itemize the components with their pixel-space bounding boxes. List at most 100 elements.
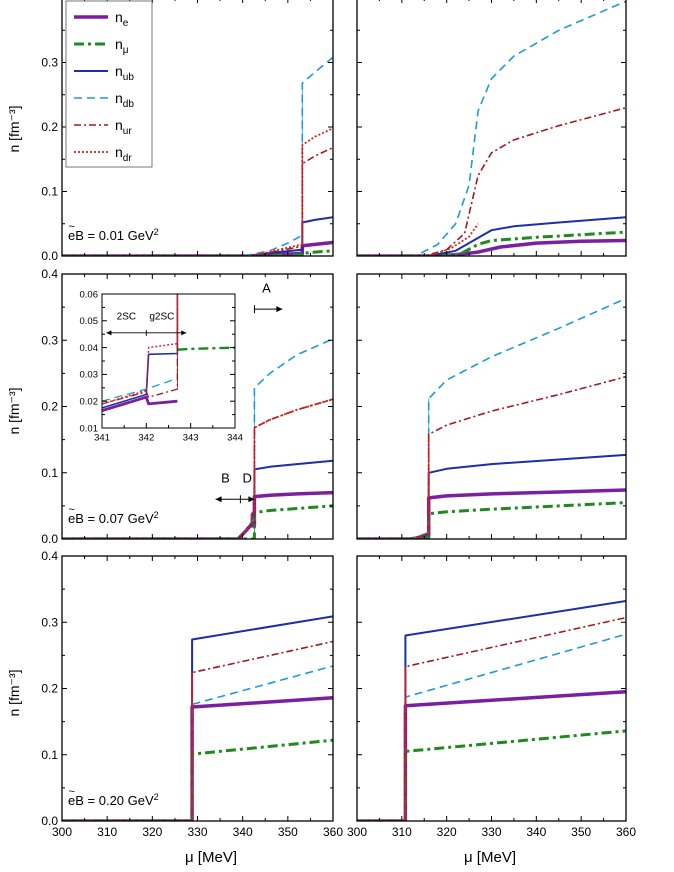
legend-box xyxy=(65,0,153,168)
y-tick-label: 0.05 xyxy=(80,316,99,327)
inset-label-2sc: 2SC xyxy=(117,311,136,322)
legend-subscript: μ xyxy=(123,45,129,56)
annotation-e: e xyxy=(68,793,75,808)
legend-label-ub: nub xyxy=(115,63,134,83)
x-tick-label: 320 xyxy=(142,825,162,839)
legend-subscript: e xyxy=(123,18,129,29)
y-tick-label: 0.0 xyxy=(41,249,58,263)
legend-main: n xyxy=(115,144,123,160)
series-line-db xyxy=(357,0,626,256)
series-line-dr xyxy=(62,127,333,256)
panel-left-mid-inset: 0.01 0.02 0.03 0.04 0.05 0.06 341 342 343 344 xyxy=(80,289,243,443)
x-tick-label: 343 xyxy=(183,433,199,444)
annotation-main: B = 0.07 GeV xyxy=(75,511,154,526)
panel-right-mid xyxy=(356,273,627,540)
inset-arrow-right-head xyxy=(181,330,187,336)
marker-B: B xyxy=(221,471,230,486)
series-group xyxy=(102,294,235,412)
plot-background xyxy=(102,294,235,428)
panel-right-top xyxy=(356,0,627,257)
legend-label-db: ndb xyxy=(115,90,134,110)
y-tick-label: 0.2 xyxy=(41,400,58,414)
x-tick-label: 310 xyxy=(97,825,117,839)
legend-subscript: ur xyxy=(123,126,133,137)
y-tick-label: 0.1 xyxy=(41,185,58,199)
tilde-mark: ~ xyxy=(69,786,75,798)
x-tick-label: 341 xyxy=(94,433,110,444)
y-tick-label: 0.0 xyxy=(41,532,58,546)
inset-label-g2sc: g2SC xyxy=(149,311,174,322)
y-tick-label: 0.01 xyxy=(80,423,99,434)
legend-main: n xyxy=(115,36,123,52)
x-tick-label: 310 xyxy=(392,825,412,839)
series-group xyxy=(357,600,626,821)
y-tick-label: 0.3 xyxy=(41,56,58,70)
x-tick-label: 350 xyxy=(571,825,591,839)
y-axis-label-bottom: n [fm⁻³] xyxy=(6,669,22,716)
phase-markers: A B D xyxy=(215,281,283,504)
legend-subscript: ub xyxy=(123,72,135,83)
field-strength-annotation: eB = 0.07 GeV2 xyxy=(68,510,159,526)
x-tick-label: 360 xyxy=(616,825,636,839)
series-line-mu xyxy=(177,346,235,351)
plot-background xyxy=(357,556,626,821)
y-tick-label: 0.06 xyxy=(80,289,99,300)
y-tick-label: 0.4 xyxy=(41,549,58,563)
plot-background xyxy=(357,274,626,539)
marker-A-head xyxy=(276,306,283,313)
y-tick-label: 0.4 xyxy=(41,267,58,281)
x-tick-label: 342 xyxy=(138,433,154,444)
y-tick-label: 0.3 xyxy=(41,615,58,629)
annotation-superscript: 2 xyxy=(154,510,159,520)
annotation-main: B = 0.20 GeV xyxy=(75,793,154,808)
x-tick-label: 300 xyxy=(52,825,72,839)
annotation-e: e xyxy=(68,228,75,243)
y-tick-label: 0.2 xyxy=(41,682,58,696)
annotation-superscript: 2 xyxy=(154,792,159,802)
marker-A: A xyxy=(262,281,271,296)
field-strength-annotation: eB = 0.01 GeV2 xyxy=(68,227,159,243)
series-line-ur xyxy=(62,640,333,821)
y-tick-label: 0.04 xyxy=(80,343,99,354)
annotation-main: B = 0.01 GeV xyxy=(75,228,154,243)
panel-right-bottom: 300 310 320 330 340 350 360 xyxy=(347,555,636,839)
series-group xyxy=(62,56,333,256)
field-strength-annotation: eB = 0.20 GeV2 xyxy=(68,792,159,808)
y-axis-label-mid: n [fm⁻³] xyxy=(6,387,22,434)
plot-panels: 0.00.10.20.3eB = 0.01 GeV2~0.00.10.20.30… xyxy=(41,0,636,839)
y-tick-label: 0.3 xyxy=(41,333,58,347)
x-tick-label: 350 xyxy=(278,825,298,839)
marker-D: D xyxy=(242,471,251,486)
y-tick-label: 0.2 xyxy=(41,120,58,134)
y-axis-label-top: n [fm⁻³] xyxy=(6,105,22,152)
series-line-ur xyxy=(102,294,179,405)
y-tick-label: 0.02 xyxy=(80,397,99,408)
legend-label-dr: ndr xyxy=(115,144,132,164)
series-group xyxy=(62,615,333,821)
panel-left-bottom: 0.0 0.1 0.2 0.3 0.4 300 310 320 330 340 350 360 eB =… xyxy=(41,549,343,839)
series-line-ub xyxy=(62,216,333,256)
x-axis-label-right: μ [MeV] xyxy=(464,849,516,866)
x-tick-label: 360 xyxy=(323,825,343,839)
x-tick-label: 340 xyxy=(526,825,546,839)
legend-subscript: dr xyxy=(123,153,133,164)
series-line-ur xyxy=(357,106,626,256)
tilde-mark: ~ xyxy=(69,504,75,516)
x-tick-label: 330 xyxy=(187,825,207,839)
legend-main: n xyxy=(115,117,123,133)
y-tick-label: 0.03 xyxy=(80,370,99,381)
plot-background xyxy=(62,556,333,821)
x-tick-label: 330 xyxy=(481,825,501,839)
x-tick-label: 300 xyxy=(347,825,367,839)
x-tick-label: 344 xyxy=(227,433,243,444)
marker-D-head xyxy=(248,496,255,503)
y-tick-label: 0.0 xyxy=(41,814,58,828)
plot-background xyxy=(357,0,626,256)
tilde-mark: ~ xyxy=(69,221,75,233)
legend-label-mu: nμ xyxy=(115,36,129,56)
legend-label-e: ne xyxy=(115,9,129,29)
marker-B-head xyxy=(215,496,222,503)
legend-main: n xyxy=(115,9,123,25)
